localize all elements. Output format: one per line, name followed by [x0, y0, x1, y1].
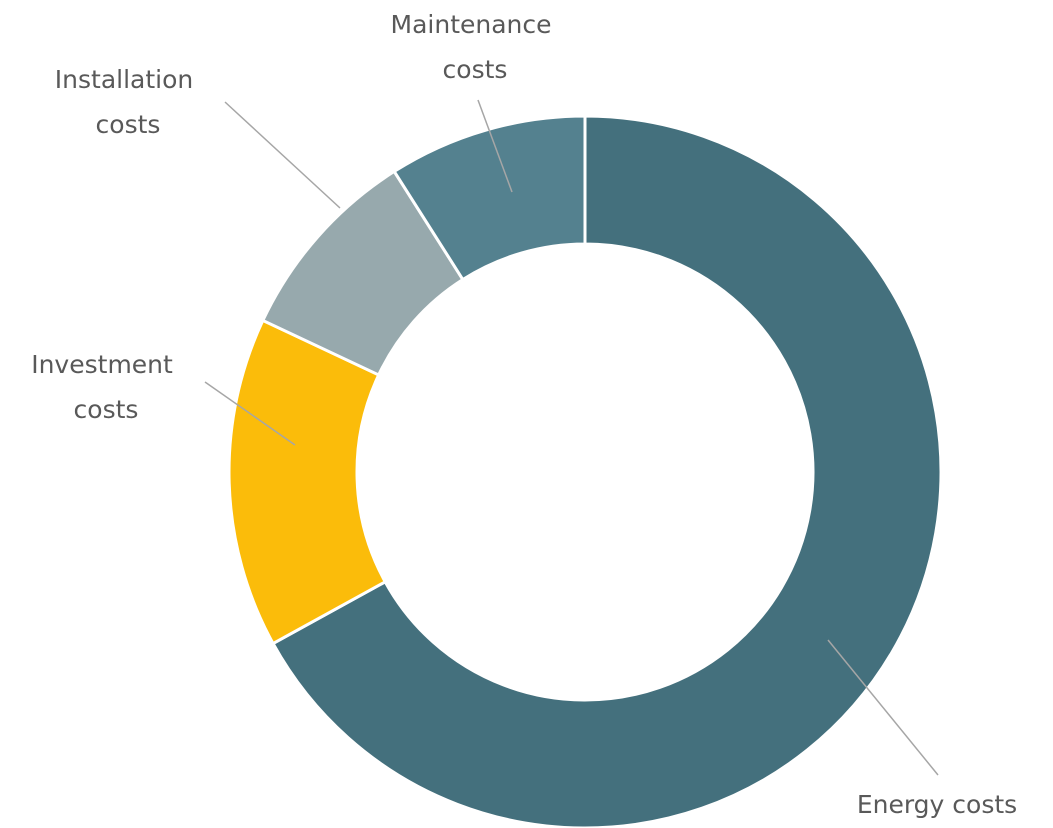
label-installation-costs: Installation costs — [55, 65, 201, 139]
slice-maintenance-costs — [392, 114, 587, 282]
leader-line-investment — [204, 381, 296, 446]
slice-investment-costs — [227, 318, 388, 646]
label-energy-costs: Energy costs — [857, 790, 1017, 819]
leader-line-maintenance — [477, 99, 513, 193]
label-maintenance-costs: Maintenance costs — [391, 10, 560, 84]
chart-slices — [227, 114, 943, 828]
label-investment-line-2: costs — [74, 395, 139, 424]
label-investment-line-1: Investment — [31, 350, 173, 379]
label-energy-line-1: Energy costs — [857, 790, 1017, 819]
label-installation-line-1: Installation — [55, 65, 193, 94]
slice-energy-costs — [270, 114, 943, 828]
label-maintenance-line-2: costs — [443, 55, 508, 84]
label-maintenance-line-1: Maintenance — [391, 10, 552, 39]
leader-line-energy — [827, 639, 939, 776]
leader-line-installation — [224, 101, 341, 209]
label-investment-costs: Investment costs — [31, 350, 181, 424]
label-installation-line-2: costs — [96, 110, 161, 139]
